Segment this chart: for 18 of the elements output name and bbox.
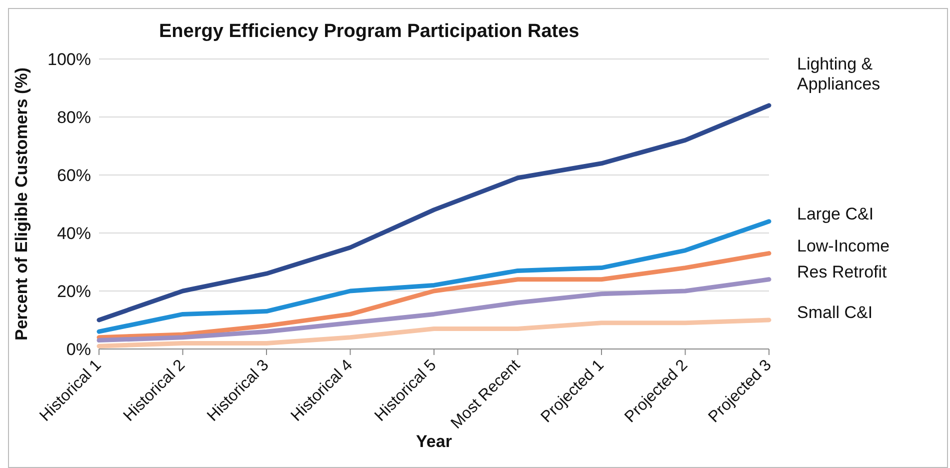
series-label: Small C&I <box>797 303 873 322</box>
line-series <box>96 277 772 343</box>
series-label: Lighting & Appliances <box>797 54 880 94</box>
line-series <box>96 103 772 322</box>
chart-title: Energy Efficiency Program Participation Rates <box>159 21 580 43</box>
y-tick-label: 80% <box>56 108 91 128</box>
series-label: Res Retrofit <box>797 262 888 282</box>
y-tick-label: 20% <box>56 282 91 302</box>
line-series <box>96 219 772 334</box>
y-axis-title: Percent of Eligible Customers (%) <box>12 68 32 340</box>
x-axis-title: Year <box>416 432 452 451</box>
y-tick-label: 100% <box>48 50 91 70</box>
series-label: Low-Income <box>797 236 890 256</box>
y-tick-label: 40% <box>56 224 91 244</box>
y-tick-label: 0% <box>66 340 91 360</box>
y-tick-label: 60% <box>56 166 91 186</box>
line-series <box>96 251 772 340</box>
series-label: Large C&I <box>797 204 874 224</box>
